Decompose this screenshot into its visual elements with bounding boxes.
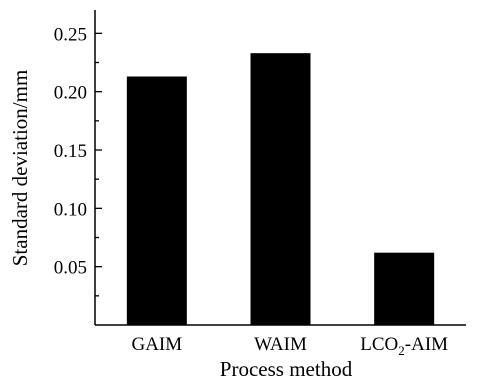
bars (126, 53, 435, 326)
y-tick-label: 0.15 (54, 141, 87, 162)
y-tick-label: 0.20 (54, 83, 87, 104)
bar-lco2-aim (374, 252, 435, 325)
x-axis-label: Process method (220, 357, 353, 381)
y-axis-label: Standard deviation/mm (8, 70, 32, 267)
x-tick-label: WAIM (254, 334, 307, 355)
y-tick-label: 0.05 (54, 258, 87, 279)
y-axis-ticks: 0.05 0.10 0.15 0.20 0.25 (54, 24, 102, 297)
bar-waim (250, 53, 311, 326)
bar-gaim (126, 76, 187, 325)
y-tick-label: 0.25 (54, 24, 87, 45)
x-tick-label: LCO2-AIM (360, 334, 448, 358)
y-tick-label: 0.10 (54, 199, 87, 220)
x-tick-label: GAIM (131, 334, 182, 355)
x-axis-ticks: GAIM WAIM LCO2-AIM (131, 319, 448, 358)
